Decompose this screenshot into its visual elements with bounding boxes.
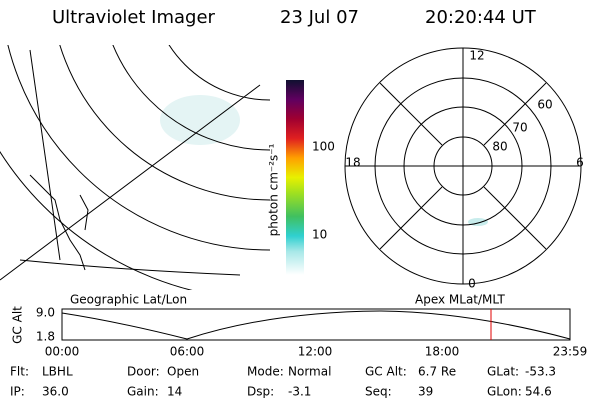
x-tick: 12:00: [298, 345, 333, 359]
mlt-label: 0: [468, 277, 476, 291]
footer: Flt: LBHL Door: Open Mode: Normal GC Alt: 6.7 R…: [10, 365, 556, 399]
altitude-plot: [61, 308, 571, 341]
field-label: Gain:: [127, 385, 159, 399]
y-tick: 9.0: [36, 306, 55, 320]
field-value: Normal: [288, 365, 331, 379]
title: Ultraviolet Imager: [52, 7, 216, 28]
field-value: Open: [167, 365, 199, 379]
colorbar-tick: 10: [312, 228, 327, 242]
field-label: Mode:: [247, 365, 284, 379]
mlt-label: 6: [576, 156, 584, 170]
field-value: -53.3: [525, 365, 556, 379]
x-tick: 00:00: [45, 345, 80, 359]
mlt-label: 12: [469, 49, 484, 63]
caption: Apex MLat/MLT: [415, 293, 505, 307]
field-value: -3.1: [288, 385, 311, 399]
mlt-label: 18: [345, 156, 360, 170]
altitude-curve: [61, 310, 571, 340]
field-label: Seq:: [365, 385, 392, 399]
field-value: 14: [167, 385, 182, 399]
x-tick: 06:00: [170, 345, 205, 359]
lat-label: 80: [492, 140, 507, 154]
field-label: GC Alt:: [365, 365, 407, 379]
field-label: IP:: [10, 385, 25, 399]
field-value: 6.7 Re: [418, 365, 456, 379]
geo-map: [0, 45, 270, 290]
colorbar: [286, 80, 304, 275]
lat-label: 70: [512, 121, 527, 135]
colorbar-tick: 100: [312, 140, 335, 154]
field-value: 54.6: [525, 385, 552, 399]
field-value: LBHL: [42, 365, 73, 379]
y-tick: 1.8: [36, 330, 55, 344]
caption: Geographic Lat/Lon: [70, 293, 187, 307]
field-label: Flt:: [10, 365, 29, 379]
field-label: GLon:: [487, 385, 522, 399]
polar-plot: [344, 47, 582, 285]
x-tick: 18:00: [425, 345, 460, 359]
time: 20:20:44 UT: [425, 7, 537, 28]
field-value: 36.0: [42, 385, 69, 399]
lat-label: 60: [537, 98, 552, 112]
field-label: GLat:: [487, 365, 519, 379]
field-label: Door:: [127, 365, 160, 379]
x-tick: 23:59: [553, 345, 588, 359]
field-value: 39: [418, 385, 433, 399]
field-label: Dsp:: [247, 385, 274, 399]
date: 23 Jul 07: [280, 7, 359, 28]
y-label: GC Alt: [11, 306, 25, 344]
colorbar-label: photon cm⁻²s⁻¹: [267, 143, 281, 236]
